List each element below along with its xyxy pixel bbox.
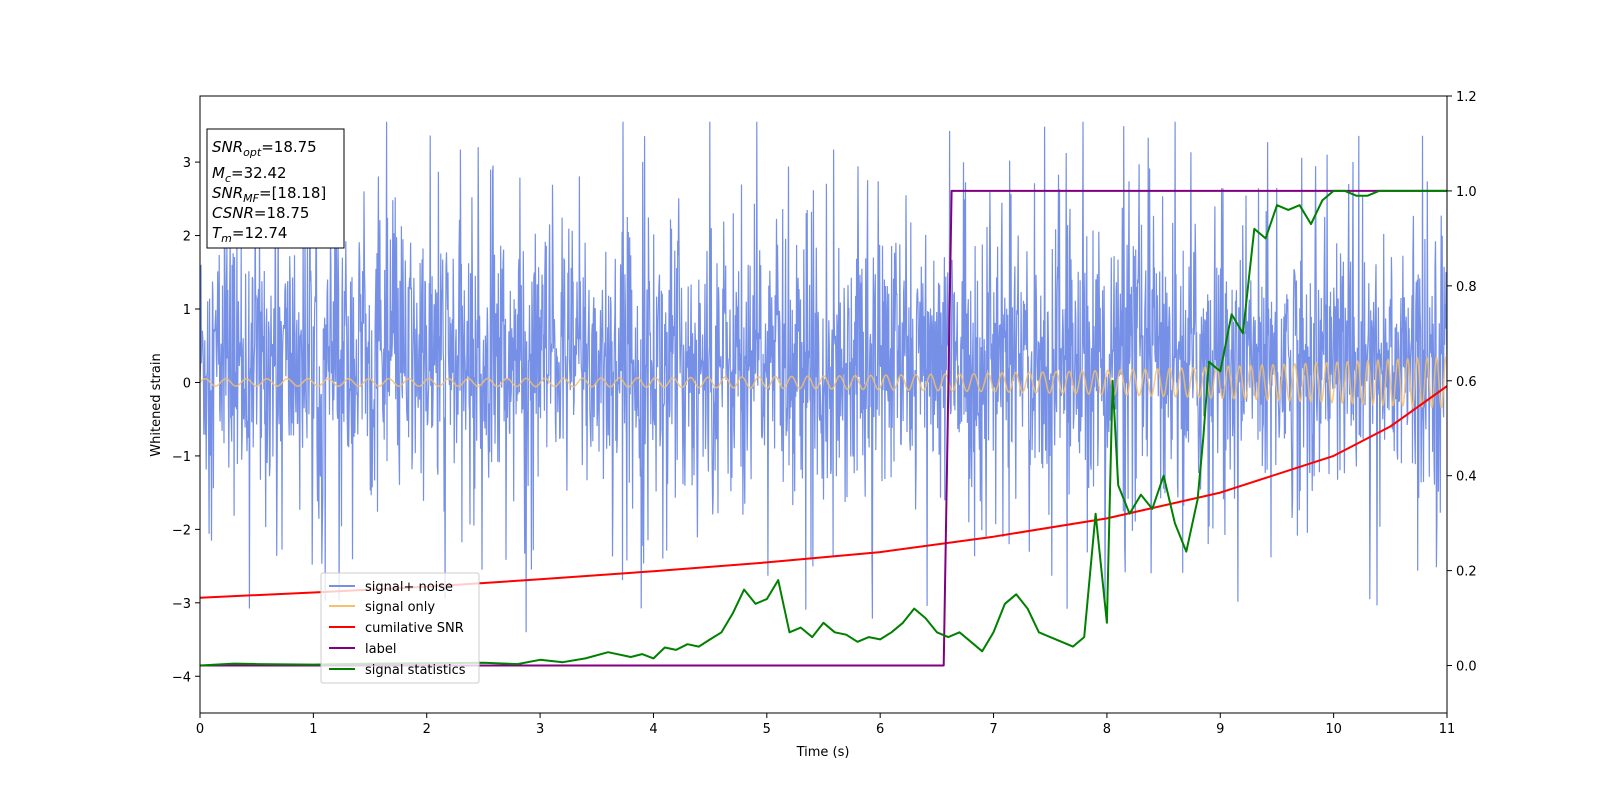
x-tick-label: 1 [309, 722, 317, 737]
y-left-tick-label: −3 [172, 597, 191, 612]
y-left-tick-label: 2 [183, 230, 191, 245]
y-right-tick-label: 1.2 [1456, 90, 1477, 105]
y-right-tick-label: 0.0 [1456, 660, 1477, 675]
x-tick-label: 6 [876, 722, 884, 737]
y-left-tick-label: 1 [183, 303, 191, 318]
x-axis: 0 1 2 3 4 5 6 7 8 9 10 11 [196, 713, 1455, 737]
info-box: SNRopt=18.75 Mc=32.42 SNRMF=[18.18] CSNR… [206, 128, 345, 249]
svg-text:SNRMF=[18.18]: SNRMF=[18.18] [212, 184, 326, 205]
x-tick-label: 10 [1325, 722, 1342, 737]
legend-label-label: label [365, 642, 396, 657]
legend-label-cumulative-snr: cumilative SNR [365, 621, 464, 636]
x-axis-label: Time (s) [796, 745, 850, 760]
legend-label-signal-only: signal only [365, 600, 435, 615]
series-label [200, 189, 1447, 667]
x-tick-label: 5 [763, 722, 771, 737]
x-tick-label: 9 [1216, 722, 1224, 737]
y-axis-label: Whitened strain [149, 353, 164, 456]
x-tick-label: 7 [989, 722, 997, 737]
y-right-tick-label: 0.4 [1456, 470, 1477, 485]
x-tick-label: 2 [423, 722, 431, 737]
legend-label-signal-statistics: signal statistics [365, 663, 466, 678]
series-signal-statistics [200, 189, 1447, 667]
y-left-tick-label: 3 [183, 156, 191, 171]
y-right-tick-label: 0.8 [1456, 280, 1477, 295]
svg-text:SNRopt=18.75: SNRopt=18.75 [212, 138, 317, 159]
svg-text:CSNR=18.75: CSNR=18.75 [212, 204, 309, 222]
legend: signal+ noise signal only cumilative SNR… [320, 572, 480, 684]
y-axis-left: −4 −3 −2 −1 0 1 2 3 [172, 156, 200, 685]
legend-label-signal-noise: signal+ noise [365, 580, 453, 595]
plot-frame [199, 95, 1448, 714]
y-right-tick-label: 1.0 [1456, 185, 1477, 200]
x-tick-label: 8 [1103, 722, 1111, 737]
series-signal-only [200, 354, 1447, 409]
y-left-tick-label: 0 [183, 376, 191, 391]
svg-text:Mc=32.42: Mc=32.42 [212, 164, 287, 185]
y-left-tick-label: −1 [172, 450, 191, 465]
x-tick-label: 0 [196, 722, 204, 737]
series-signal-noise [200, 121, 1447, 633]
x-tick-label: 4 [649, 722, 657, 737]
y-right-tick-label: 0.2 [1456, 565, 1477, 580]
x-tick-label: 11 [1439, 722, 1456, 737]
svg-text:Tm=12.74: Tm=12.74 [212, 224, 287, 245]
y-axis-right: 0.0 0.2 0.4 0.6 0.8 1.0 1.2 [1447, 90, 1477, 675]
y-left-tick-label: −4 [172, 670, 191, 685]
y-left-tick-label: −2 [172, 523, 191, 538]
y-right-tick-label: 0.6 [1456, 375, 1477, 390]
x-tick-label: 3 [536, 722, 544, 737]
